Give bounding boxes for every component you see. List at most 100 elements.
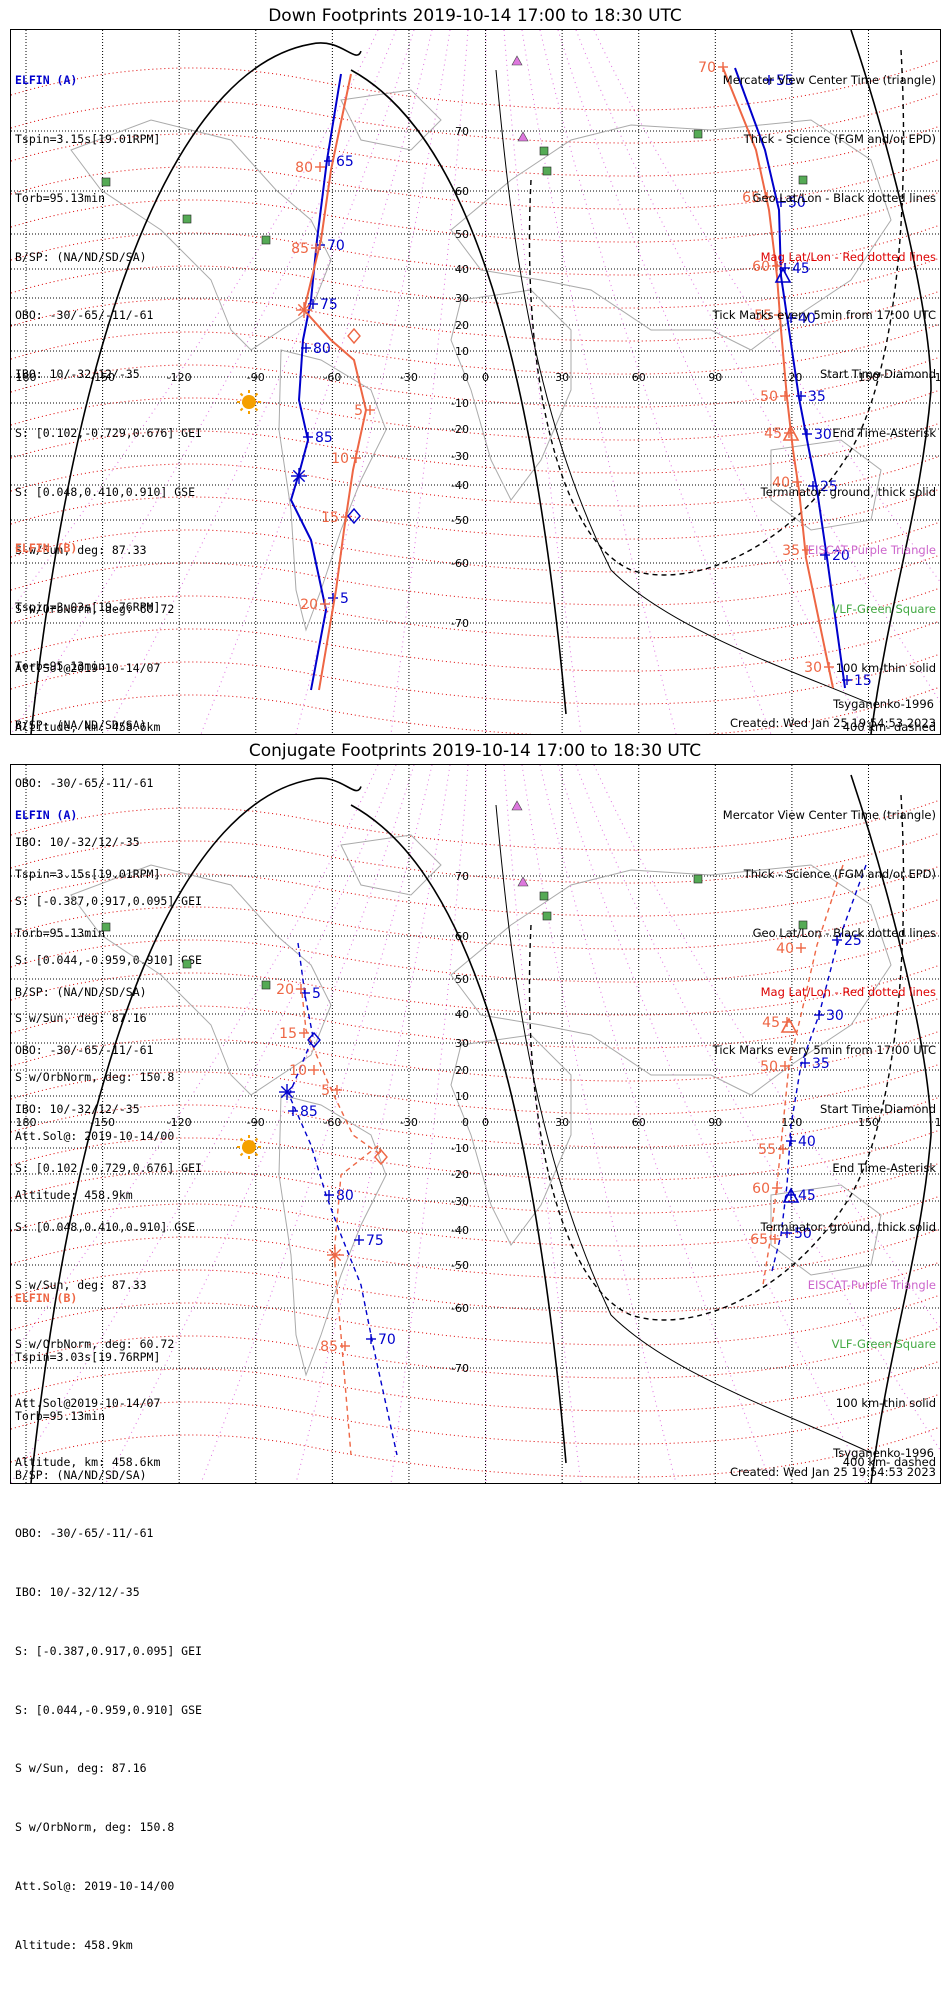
info-line: Altitude, km: 458.6km [15, 1454, 161, 1469]
legend-item: VLF-Green Square [831, 1337, 936, 1352]
created-label: Created: Wed Jan 25 19:54:53 2023 [729, 716, 936, 730]
mag-latitude-line [11, 92, 940, 144]
legend-item: Terminator: ground, thick solid [760, 1219, 936, 1234]
panel-title: Conjugate Footprints 2019-10-14 17:00 to… [248, 741, 702, 761]
pink-meridian [200, 30, 433, 734]
pink-meridian [295, 765, 451, 1483]
latitude-label: 50 [455, 973, 469, 986]
landmass-outline [770, 439, 882, 531]
mag-latitude-line [11, 191, 940, 243]
mag-latitude-line [11, 1195, 940, 1247]
info-line: B/SP: (NA/ND/SD/SA) [15, 984, 147, 999]
legend-item: Mercator View Center Time (triangle) [722, 808, 936, 823]
longitude-label: -120 [167, 371, 192, 384]
axis-labels: 180-150-120-90-60-3003060901201501807060… [16, 800, 940, 1375]
latitude-label: -70 [451, 617, 469, 630]
mag-latitude-line [11, 865, 940, 917]
elfin-a-track [770, 864, 867, 1276]
pink-meridian [593, 30, 940, 583]
info-line: B/SP: (NA/ND/SD/SA) [15, 1467, 147, 1482]
center-triangle-icon [780, 1017, 798, 1033]
elfin-a-track [288, 942, 398, 1456]
latitude-label: 20 [455, 319, 469, 332]
latitude-label: 30 [455, 292, 469, 305]
eiscat-triangle-icon [511, 55, 523, 66]
track-tick-label: 50 [794, 1226, 812, 1242]
info-line: IBO: 10/-32/12/-35 [15, 367, 140, 382]
longitude-label: -60 [323, 371, 341, 384]
track-tick-label: 55 [754, 308, 772, 324]
track-tick-label: 25 [820, 479, 838, 495]
elfin-b-track [302, 73, 368, 691]
track-tick-label: 50 [788, 195, 806, 211]
elfin-b-info: ELFIN (B) Tspin=3.03s[19.76RPM] Torb=95.… [15, 1250, 202, 1995]
longitude-label: 60 [632, 371, 646, 384]
info-line: Tspin=3.15s[19.01RPM] [15, 866, 161, 881]
latitude-label: 40 [455, 263, 469, 276]
mag-latitude-line [11, 125, 940, 177]
track-tick-label: 55 [758, 1142, 776, 1158]
legend-item: Tick Marks every 5min from 17:00 UTC [712, 308, 936, 323]
mag-latitude-line [11, 554, 940, 606]
track-tick-label: 20 [300, 597, 318, 613]
coastlines [70, 834, 892, 1377]
mag-latitude-line [11, 488, 940, 540]
latitude-label: -10 [451, 397, 469, 410]
created-label: Created: Wed Jan 25 19:54:53 2023 [729, 1465, 936, 1479]
legend-item: End Time-Asterisk [832, 1160, 936, 1175]
latitude-label: 10 [455, 1090, 469, 1103]
mag-latitude-line [11, 1261, 940, 1313]
legend-item: Geo Lat/Lon - Black dotted lines [752, 190, 936, 205]
longitude-label: 0 [482, 1116, 489, 1129]
model-label: Tsyganenko-1996 [833, 1446, 934, 1460]
landmass-outline [70, 864, 332, 1096]
landmass-outline [450, 289, 572, 501]
sun-ray [239, 392, 244, 397]
info-line: S w/Sun, deg: 87.33 [15, 543, 147, 558]
sun-ray [239, 407, 244, 412]
latitude-label: 30 [455, 1037, 469, 1050]
legend-item: Terminator: ground, thick solid [760, 484, 936, 499]
mag-latitude-line [11, 898, 940, 950]
map-canvas: 180-150-120-90-60-3003060901201501807060… [11, 30, 940, 734]
track-tick-label: 35 [782, 543, 800, 559]
eiscat-triangle-icon [517, 131, 529, 142]
track-tick-label: 10 [331, 451, 349, 467]
track-tick-label: 30 [826, 1008, 844, 1024]
terminator [30, 774, 932, 1483]
pink-meridian [200, 765, 433, 1483]
map-canvas: 180-150-120-90-60-3003060901201501807060… [11, 765, 940, 1483]
mag-latitude-line [11, 1327, 940, 1379]
elfin-b-track [722, 67, 834, 689]
terminator-line-400km [528, 49, 905, 576]
latitude-label: -60 [451, 1302, 469, 1315]
footprint-map-panel: 180-150-120-90-60-3003060901201501807060… [10, 29, 941, 1202]
elfin-b-label: ELFIN (B) [15, 541, 78, 556]
terminator-line [350, 804, 567, 1464]
mag-latitude-line [11, 224, 940, 276]
elfin-b-track [301, 992, 383, 1456]
track-tick-label: 70 [378, 1332, 396, 1348]
vlf-square-icon [693, 874, 703, 884]
latitude-label: -40 [451, 479, 469, 492]
start-diamond-icon [347, 327, 361, 345]
sun-icon [242, 395, 256, 409]
mag-latitude-line [11, 1360, 940, 1412]
info-line: Att.Sol@: 2019-10-14/00 [15, 1129, 175, 1143]
pink-meridian [557, 765, 867, 1483]
longitude-label: -90 [247, 371, 265, 384]
landmass-outline [450, 864, 892, 1096]
sun-ray [254, 407, 259, 412]
legend-item: Thick - Science (FGM and/or EPD) [743, 131, 936, 146]
info-line: OBO: -30/-65/-11/-61 [15, 1043, 154, 1058]
longitude-label: 180 [935, 371, 940, 384]
terminator-line [850, 30, 932, 734]
latitude-label: 50 [455, 228, 469, 241]
terminator-line [30, 42, 362, 734]
landmass-outline [340, 834, 442, 896]
elfin-a-track [734, 67, 846, 689]
pink-meridian [105, 765, 415, 1483]
model-label: Tsyganenko-1996 [833, 697, 934, 711]
legend-item: 400 km- dashed [842, 1454, 936, 1469]
track-tick-label: 65 [750, 1232, 768, 1248]
